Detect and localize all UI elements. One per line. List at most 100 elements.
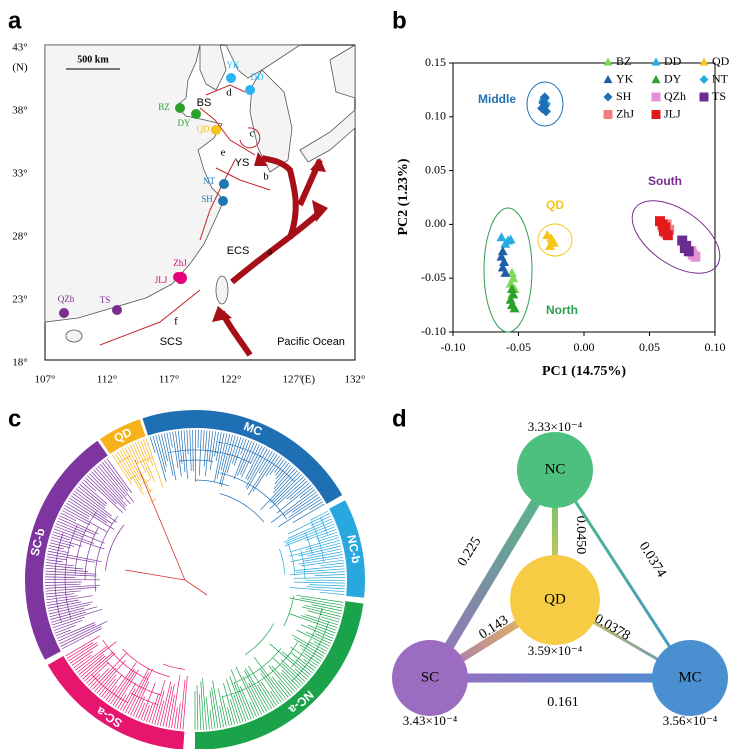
cluster-ellipse: [483, 207, 533, 333]
panel-label: c: [8, 405, 21, 432]
legend-marker: [651, 75, 661, 84]
lat-tick: 18°: [12, 357, 27, 369]
site-label: BZ: [158, 102, 170, 112]
lon-unit: (E): [301, 374, 315, 386]
cluster-label: QD: [546, 198, 564, 212]
x-tick-label: 0.00: [574, 340, 595, 354]
y-tick-label: 0.15: [425, 55, 446, 69]
lat-tick: 43°: [12, 42, 27, 54]
clade-ring: [195, 601, 364, 749]
current-label: c: [250, 128, 255, 140]
panel-label: d: [392, 405, 407, 432]
cluster-label: Middle: [478, 92, 516, 106]
site-marker: [226, 73, 236, 83]
x-tick-label: -0.10: [441, 340, 466, 354]
clade-label: NC-b: [344, 534, 363, 565]
edge-label: 0.161: [547, 695, 579, 710]
edge-label: 0.225: [455, 535, 484, 570]
legend-marker: [651, 110, 661, 119]
point: [500, 238, 511, 248]
site-marker: [112, 305, 122, 315]
tree-branches: [65, 635, 188, 730]
x-tick-label: 0.10: [705, 340, 726, 354]
tree-branches: [279, 510, 346, 595]
site-marker: [175, 103, 185, 113]
cluster-ellipse: [526, 81, 564, 127]
legend-marker: [699, 57, 709, 66]
legend-marker: [651, 92, 661, 102]
y-tick-label: -0.05: [421, 270, 446, 284]
cluster-ellipse: [537, 223, 573, 257]
node-value: 3.33×10⁻⁴: [528, 419, 583, 434]
tree-branches: [149, 429, 325, 528]
point: [539, 92, 550, 103]
site-label: JLJ: [155, 275, 168, 285]
point: [505, 234, 516, 244]
node-value: 3.59×10⁻⁴: [528, 643, 583, 658]
legend-label: DD: [664, 54, 682, 68]
cluster-label: South: [648, 174, 682, 188]
lat-tick: 38°: [12, 105, 27, 117]
legend-label: QZh: [664, 89, 686, 103]
coastline: [44, 44, 356, 343]
currents: [99, 84, 271, 346]
y-tick-label: 0.10: [425, 109, 446, 123]
point: [544, 240, 555, 250]
clade-ring: [47, 656, 185, 749]
site-label: ZhJ: [173, 258, 187, 268]
clade-ring: [99, 419, 146, 454]
edge: [553, 469, 692, 679]
site-label: TS: [100, 295, 111, 305]
node-label: NC: [545, 461, 566, 477]
node-value: 3.43×10⁻⁴: [403, 713, 458, 728]
lon-tick: 122°: [221, 374, 242, 386]
x-tick-label: -0.05: [506, 340, 531, 354]
node-label: QD: [544, 591, 566, 607]
legend-label: YK: [616, 71, 634, 85]
site-label: YK: [227, 60, 240, 70]
current-label: f: [174, 316, 178, 328]
lon-tick: 112°: [97, 374, 118, 386]
point: [497, 246, 508, 256]
tree-branches: [44, 458, 134, 650]
legend-label: DY: [664, 71, 682, 85]
site-label: QZh: [58, 294, 75, 304]
point: [541, 106, 552, 117]
point: [679, 243, 690, 254]
tree-branches: [112, 438, 164, 503]
node: [652, 640, 728, 716]
site-marker: [245, 85, 255, 95]
point: [506, 283, 517, 293]
panel-label: a: [8, 7, 22, 34]
point: [496, 232, 507, 242]
legend-label: QD: [712, 54, 730, 68]
region-label: ECS: [227, 245, 250, 257]
cluster-label: North: [546, 303, 578, 317]
edge-label: 0.0450: [573, 516, 588, 555]
y-tick-label: 0.05: [425, 162, 446, 176]
lat-unit: (N): [12, 62, 28, 74]
edge-label: 0.0374: [636, 540, 669, 581]
current-label: e: [221, 147, 226, 159]
lat-tick: 28°: [12, 231, 27, 243]
point: [506, 267, 517, 277]
current-label: b: [263, 171, 269, 183]
region-label: Pacific Ocean: [277, 336, 345, 348]
node: [392, 640, 468, 716]
node: [510, 555, 600, 645]
clade-label: SC-b: [28, 527, 48, 557]
y-tick-label: -0.10: [421, 324, 446, 338]
legend-marker: [699, 92, 709, 102]
lon-tick: 107°: [35, 374, 56, 386]
site-label: QD: [197, 124, 210, 134]
node-label: MC: [678, 669, 701, 685]
point: [505, 294, 516, 304]
region-label: BS: [197, 97, 212, 109]
legend-label: SH: [616, 89, 632, 103]
legend-label: ZhJ: [616, 106, 634, 120]
point: [499, 257, 510, 267]
lat-tick: 33°: [12, 168, 27, 180]
legend-marker: [603, 75, 613, 84]
y-axis-label: PC2 (1.23%): [396, 158, 411, 235]
